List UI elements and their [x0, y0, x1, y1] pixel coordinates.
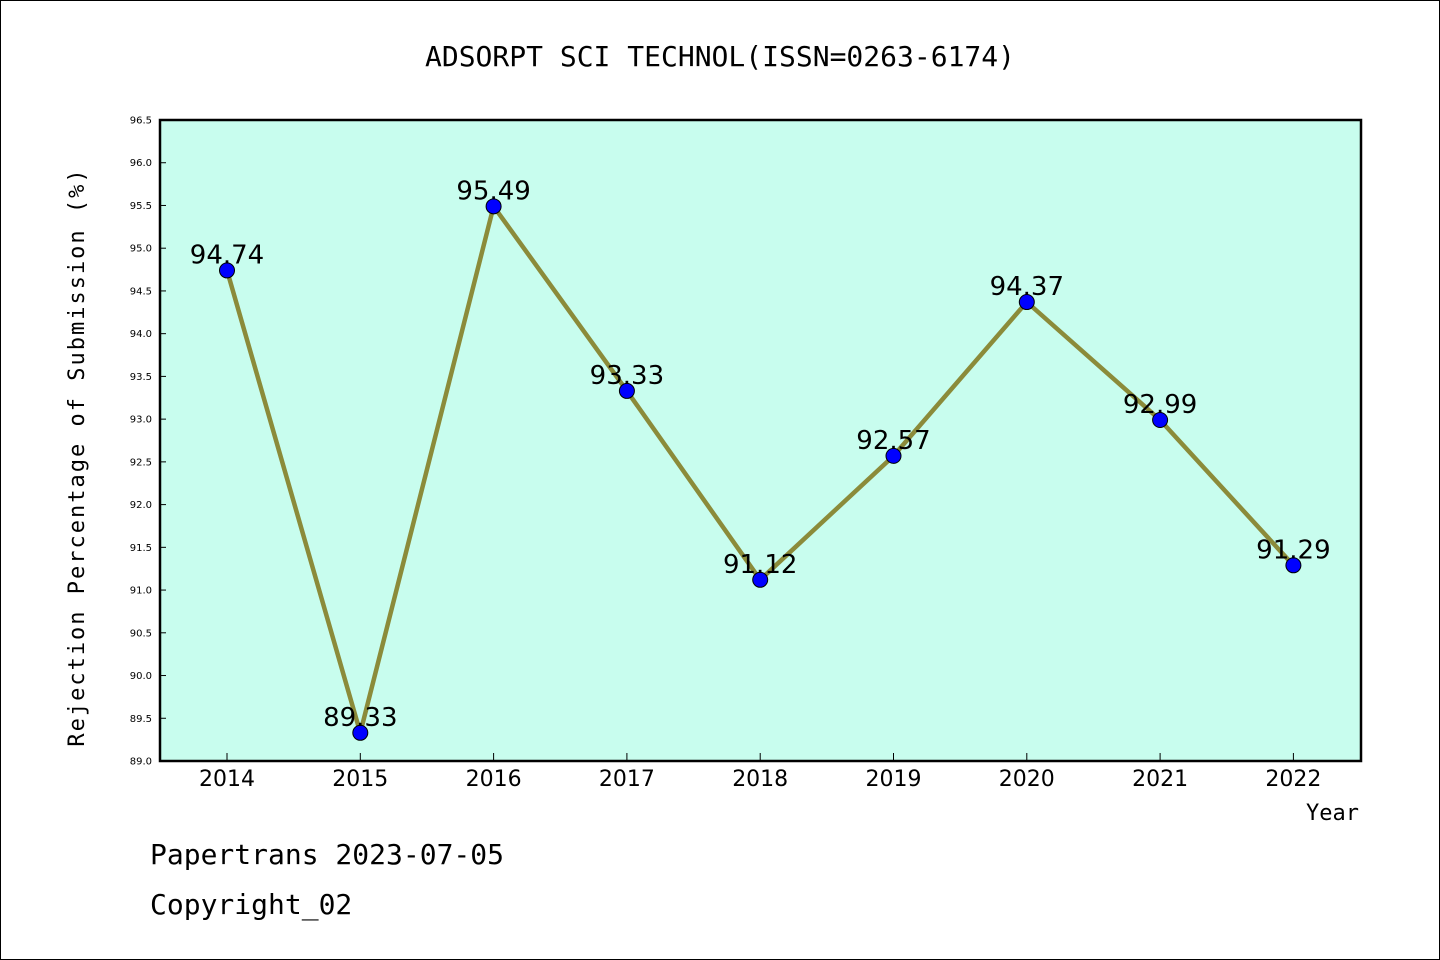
y-tick-label: 91.0 [130, 586, 152, 597]
y-tick-label: 91.5 [130, 543, 152, 554]
data-label: 91.29 [1256, 535, 1330, 565]
data-point [219, 262, 235, 279]
data-label: 91.12 [723, 550, 797, 580]
x-tick-label: 2021 [1132, 767, 1188, 792]
x-tick-label: 2014 [199, 767, 255, 792]
y-tick-label: 95.5 [130, 201, 152, 212]
x-tick-label: 2018 [732, 767, 788, 792]
footer-date: Papertrans 2023-07-05 [150, 838, 504, 871]
y-tick-label: 90.5 [130, 628, 152, 639]
chart-title: ADSORPT SCI TECHNOL(ISSN=0263-6174) [425, 40, 1015, 73]
data-point [1018, 294, 1035, 311]
x-tick-label: 2019 [866, 767, 922, 792]
data-label: 93.33 [590, 361, 664, 391]
y-tick-label: 89.5 [130, 714, 152, 725]
y-axis-label: Rejection Percentage of Submission (%) [65, 167, 90, 746]
data-label: 89.33 [323, 703, 397, 733]
y-tick-label: 92.0 [130, 500, 152, 511]
y-tick-label: 96.0 [130, 158, 152, 169]
y-tick-label: 93.0 [130, 415, 152, 426]
y-tick-label: 90.0 [130, 671, 152, 682]
x-tick-label: 2016 [466, 767, 522, 792]
plot-border [158, 118, 1363, 763]
y-tick-label: 89.0 [130, 757, 152, 768]
footer-copyright: Copyright_02 [150, 888, 352, 922]
data-label: 94.74 [190, 240, 264, 270]
y-tick-label: 93.5 [130, 372, 152, 383]
y-tick-label: 94.0 [130, 329, 152, 340]
data-point [352, 724, 369, 741]
plot-area [160, 120, 1361, 761]
x-axis: 2014 2015 2016 2017 2018 2019 2020 2021 2022 [199, 753, 1321, 792]
data-point [1285, 557, 1302, 574]
y-axis: 89.0 89.5 90.0 90.5 91.0 91.5 92.0 92.5 93.0 93.5… [130, 116, 166, 768]
x-axis-label: Year [1306, 801, 1359, 826]
data-label: 92.57 [856, 426, 930, 456]
data-label: 92.99 [1123, 390, 1197, 420]
data-point [1152, 411, 1169, 428]
data-point [618, 382, 635, 399]
x-tick-label: 2022 [1265, 767, 1321, 792]
x-tick-label: 2020 [999, 767, 1055, 792]
x-tick-label: 2015 [332, 767, 388, 792]
y-tick-label: 94.5 [130, 286, 152, 297]
y-tick-label: 96.5 [130, 116, 152, 127]
y-tick-label: 92.5 [130, 457, 152, 468]
y-tick-label: 95.0 [130, 244, 152, 255]
data-label: 95.49 [456, 176, 530, 206]
data-point [485, 198, 502, 215]
data-point [752, 571, 769, 588]
data-point [885, 447, 902, 464]
data-labels: 94.74 89.33 95.49 93.33 91.12 92.57 94.37 92.99… [190, 176, 1331, 732]
series-group [219, 198, 1302, 741]
data-label: 94.37 [990, 272, 1064, 302]
x-tick-label: 2017 [599, 767, 655, 792]
